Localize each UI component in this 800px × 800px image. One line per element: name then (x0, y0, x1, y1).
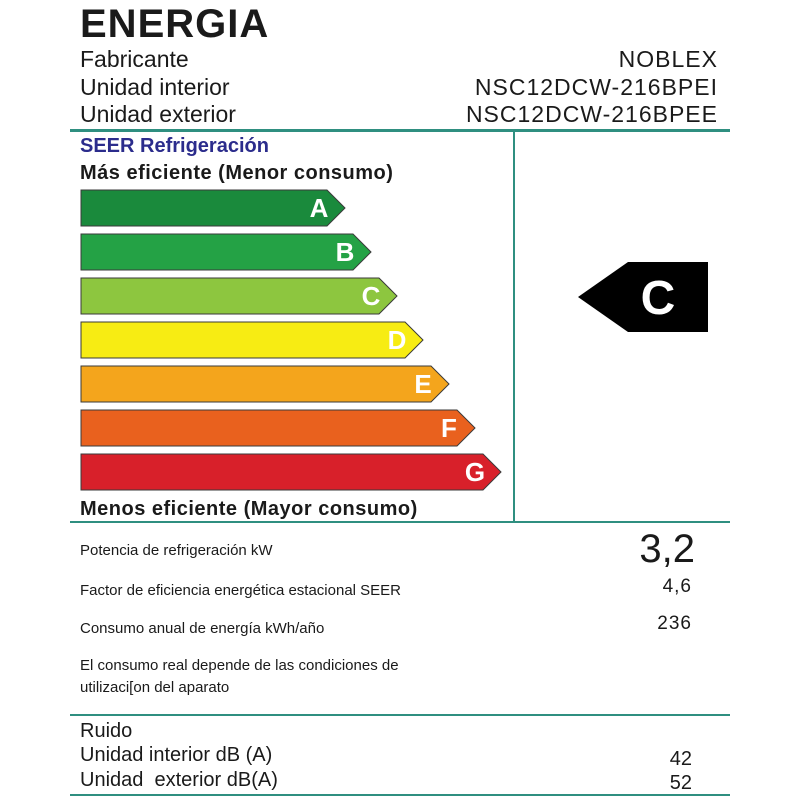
class-a-letter: A (310, 193, 329, 223)
column-divider (513, 131, 515, 523)
consumption-note-line1: El consumo real depende de las condicion… (80, 657, 399, 674)
outdoor-noise-label: Unidad exterior dB(A) (80, 769, 278, 791)
noise-title: Ruido (80, 720, 133, 742)
class-e-bar (80, 365, 450, 403)
cooling-power-value: 3,2 (639, 527, 695, 571)
most-efficient-caption: Más eficiente (Menor consumo) (80, 162, 394, 184)
least-efficient-caption: Menos eficiente (Mayor consumo) (80, 498, 418, 520)
class-g-bar (80, 453, 502, 491)
rating-letter: C (641, 272, 676, 325)
outdoor-unit-label: Unidad exterior (80, 101, 236, 127)
class-d-bar (80, 321, 424, 359)
consumption-note-line2: utilizaci[on del aparato (80, 679, 230, 696)
class-e-letter: E (414, 369, 431, 399)
class-c-bar (80, 277, 398, 315)
seer-factor-label: Factor de eficiencia energética estacion… (80, 582, 402, 599)
indoor-unit-label: Unidad interior (80, 74, 230, 100)
scale-title: SEER Refrigeración (80, 135, 269, 157)
scale-divider (70, 521, 730, 523)
noise-divider (70, 714, 730, 716)
class-a-bar (80, 189, 346, 227)
label-title: ENERGIA (80, 2, 270, 46)
header-divider (70, 129, 730, 132)
class-b-letter: B (336, 237, 355, 267)
cooling-power-label: Potencia de refrigeración kW (80, 542, 273, 559)
rating-arrow (578, 262, 708, 332)
class-f-bar (80, 409, 476, 447)
class-b-bar (80, 233, 372, 271)
annual-consumption-value: 236 (657, 613, 692, 634)
indoor-noise-label: Unidad interior dB (A) (80, 744, 273, 766)
class-g-letter: G (465, 457, 485, 487)
bottom-divider (70, 794, 730, 796)
indoor-unit-model: NSC12DCW-216BPEI (474, 74, 718, 100)
class-c-letter: C (362, 281, 381, 311)
manufacturer-value: NOBLEX (618, 46, 718, 72)
annual-consumption-label: Consumo anual de energía kWh/año (80, 620, 325, 637)
indoor-noise-value: 42 (669, 748, 692, 770)
outdoor-noise-value: 52 (669, 772, 692, 794)
outdoor-unit-model: NSC12DCW-216BPEE (465, 101, 718, 127)
class-d-letter: D (388, 325, 407, 355)
seer-factor-value: 4,6 (662, 576, 692, 597)
class-f-letter: F (441, 413, 457, 443)
manufacturer-label: Fabricante (80, 46, 189, 72)
